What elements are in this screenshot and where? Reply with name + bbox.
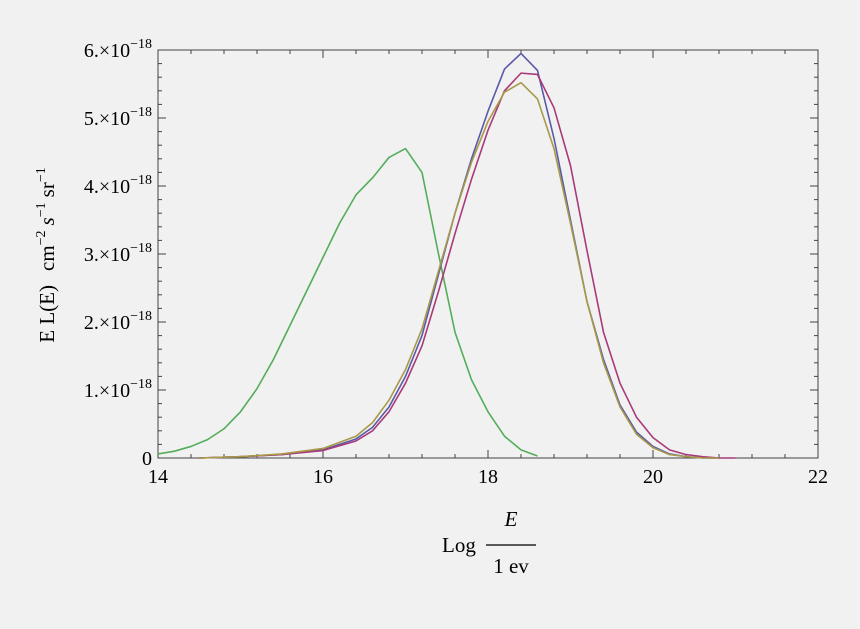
x-axis-title-denominator: 1 ev [493, 554, 529, 578]
series-line-1 [157, 147, 538, 457]
y-tick-label: 0 [142, 448, 152, 470]
x-axis-title-prefix: Log [442, 533, 476, 557]
series-lines [157, 52, 736, 459]
x-axis-title-numerator: E [504, 507, 518, 531]
x-tick-label: 22 [808, 466, 828, 488]
y-tick-label: 1.×10−18 [84, 377, 152, 402]
y-tick-label: 5.×10−18 [84, 105, 152, 130]
y-axis-title-text: E L(E)cm−2s−1sr−1 [34, 167, 59, 342]
x-axis-title: Log E 1 ev [442, 507, 536, 578]
series-line-4 [199, 81, 719, 459]
x-tick-label: 20 [643, 466, 663, 488]
series-line-2 [199, 52, 719, 459]
x-tick-label: 18 [478, 466, 498, 488]
y-tick-label: 3.×10−18 [84, 241, 152, 266]
y-tick-label: 6.×10−18 [84, 37, 152, 62]
x-tick-label: 16 [313, 466, 333, 488]
series-line-3 [199, 72, 736, 459]
x-tick-label: 14 [148, 466, 168, 488]
y-axis-title: E L(E)cm−2s−1sr−1 [34, 167, 59, 342]
y-tick-label: 2.×10−18 [84, 309, 152, 334]
tick-labels: 14 16 18 20 22 0 1.×10−18 2.×10−18 3.×10−18 4.×10… [84, 37, 828, 488]
y-tick-label: 4.×10−18 [84, 173, 152, 198]
axis-ticks [157, 49, 819, 459]
